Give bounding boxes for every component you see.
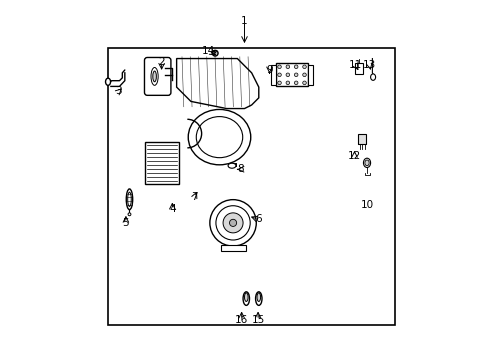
Ellipse shape — [257, 293, 260, 301]
Bar — [145, 143, 179, 184]
Ellipse shape — [227, 163, 235, 168]
Circle shape — [294, 65, 297, 68]
Text: 16: 16 — [235, 315, 248, 325]
Circle shape — [302, 81, 305, 85]
Ellipse shape — [364, 160, 368, 166]
Text: 11: 11 — [348, 60, 361, 70]
Ellipse shape — [105, 78, 110, 85]
Ellipse shape — [363, 158, 370, 167]
Text: 5: 5 — [122, 218, 129, 228]
FancyBboxPatch shape — [144, 58, 171, 95]
Ellipse shape — [196, 117, 242, 158]
Circle shape — [229, 219, 236, 226]
Text: 1: 1 — [241, 16, 247, 26]
Circle shape — [285, 65, 289, 68]
Circle shape — [277, 81, 281, 85]
Circle shape — [209, 200, 256, 246]
Bar — [275, 63, 307, 86]
Text: 13: 13 — [362, 60, 375, 70]
Bar — [270, 65, 275, 85]
Circle shape — [285, 73, 289, 77]
Bar — [354, 63, 363, 74]
Text: 3: 3 — [115, 86, 122, 96]
Ellipse shape — [255, 292, 262, 305]
Ellipse shape — [244, 293, 247, 301]
Circle shape — [216, 206, 250, 240]
Text: 14: 14 — [202, 46, 215, 56]
Ellipse shape — [188, 109, 250, 165]
Text: 12: 12 — [347, 151, 361, 161]
Text: 6: 6 — [254, 214, 261, 224]
Bar — [307, 65, 313, 85]
Text: 8: 8 — [236, 164, 243, 174]
Ellipse shape — [127, 192, 131, 206]
Polygon shape — [176, 59, 258, 109]
Text: 15: 15 — [251, 315, 264, 325]
Circle shape — [277, 65, 281, 68]
Circle shape — [294, 73, 297, 77]
Bar — [108, 48, 394, 325]
Bar — [220, 245, 245, 251]
Text: 7: 7 — [191, 192, 198, 202]
Circle shape — [277, 73, 281, 77]
Circle shape — [285, 81, 289, 85]
Ellipse shape — [126, 189, 132, 210]
Circle shape — [302, 73, 305, 77]
Ellipse shape — [370, 74, 375, 80]
Text: 9: 9 — [265, 65, 272, 75]
Circle shape — [223, 213, 243, 233]
Ellipse shape — [243, 292, 249, 305]
Text: 10: 10 — [361, 200, 373, 210]
Bar — [357, 134, 365, 144]
Ellipse shape — [152, 71, 156, 82]
Text: 2: 2 — [158, 57, 164, 67]
Ellipse shape — [151, 67, 158, 85]
Ellipse shape — [212, 50, 218, 56]
Circle shape — [302, 65, 305, 68]
Text: 4: 4 — [169, 204, 175, 214]
Circle shape — [294, 81, 297, 85]
Circle shape — [128, 213, 131, 216]
